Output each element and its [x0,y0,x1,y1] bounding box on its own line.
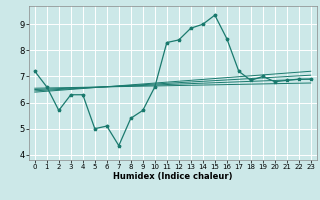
X-axis label: Humidex (Indice chaleur): Humidex (Indice chaleur) [113,172,233,181]
